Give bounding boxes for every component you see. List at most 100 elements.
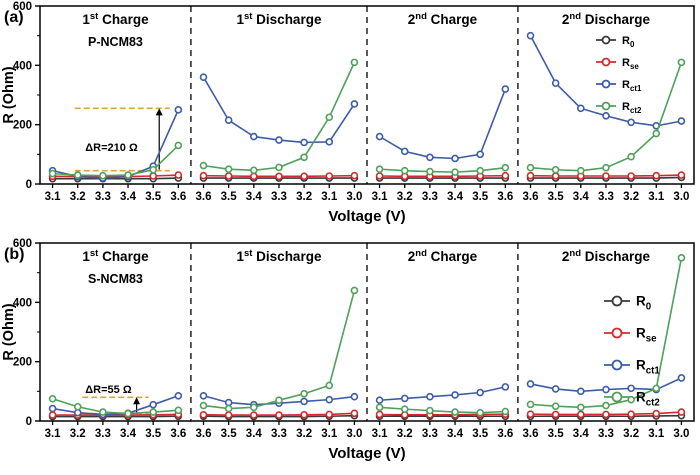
data-point-Rse: [501, 171, 510, 180]
series-Rct2: [199, 58, 359, 175]
x-tick-label: 3.5: [548, 428, 565, 440]
x-axis-title: Voltage (V): [328, 445, 405, 462]
y-axis-title: R (Ohm): [1, 66, 17, 123]
y-axis: 0 200 400 600: [13, 1, 40, 191]
data-point-Rct1: [250, 132, 258, 141]
segment-title: 2nd Discharge: [562, 11, 651, 27]
data-point-Rct1: [677, 117, 686, 125]
data-point-Rct2: [174, 406, 183, 415]
x-tick-label: 3.4: [120, 191, 137, 203]
x-tick-label: 3.4: [246, 191, 263, 203]
x-tick-label: 3.2: [623, 428, 639, 440]
data-point-Rct2: [300, 389, 308, 398]
x-tick-label: 3.2: [397, 191, 413, 203]
data-point-Rct2: [602, 163, 610, 172]
data-point-Rct1: [199, 391, 208, 400]
data-point-Rct1: [48, 404, 57, 413]
data-point-Rct2: [627, 152, 635, 161]
legend-marker-circle: [611, 327, 623, 339]
x-tick-label: 3.6: [170, 428, 186, 440]
x-tick-label: 3.3: [95, 428, 111, 440]
data-point-Rse: [627, 172, 635, 180]
data-point-Rct2: [73, 171, 82, 179]
data-point-Rse: [375, 410, 384, 419]
data-point-Rct1: [325, 395, 334, 404]
panel-label: (a): [4, 9, 24, 26]
series-Rct2: [48, 141, 183, 180]
x-tick-label: 3.1: [321, 191, 338, 203]
annotation-text: ΔR=210 Ω: [85, 142, 138, 154]
data-point-Rct1: [627, 118, 635, 127]
series-Rct1: [526, 31, 686, 130]
legend-marker-circle: [601, 57, 611, 67]
data-point-Rse: [526, 410, 535, 418]
legend-entry-label: R0: [622, 35, 635, 49]
series-Rct1: [375, 383, 510, 405]
x-tick-label: 3.4: [447, 428, 464, 440]
x-tick-label: 3.3: [271, 428, 287, 440]
data-point-Rct2: [426, 167, 434, 176]
data-point-Rct2: [350, 58, 359, 67]
series-Rct2: [199, 286, 359, 413]
series-Rct1: [199, 73, 359, 147]
data-point-Rct1: [224, 398, 233, 407]
y-tick-label: 200: [13, 357, 32, 369]
data-point-Rct2: [48, 394, 57, 403]
x-tick-label: 3.5: [221, 428, 238, 440]
legend-entry-label: Rct2: [622, 101, 642, 115]
data-point-Rct2: [275, 396, 283, 405]
legend-marker-circle: [601, 35, 611, 45]
data-point-Rct1: [149, 400, 157, 409]
legend: R0 Rse Rct1 Rct2: [596, 35, 642, 115]
data-point-Rct2: [350, 286, 359, 295]
x-axis-segment: 3.1 3.2 3.3 3.4 3.5 3.6: [372, 184, 513, 203]
legend-entry-label: Rct2: [636, 390, 660, 409]
data-point-Rct1: [350, 100, 359, 108]
legend-entry-label: Rse: [636, 326, 657, 345]
x-tick-label: 3.1: [648, 428, 665, 440]
segment-title: 1st Charge: [82, 11, 149, 27]
series-Rct1: [526, 374, 686, 396]
data-point-Rct2: [174, 141, 183, 150]
data-point-Rse: [677, 171, 686, 179]
data-point-Rct1: [375, 396, 384, 405]
legend-marker-circle: [611, 295, 623, 307]
x-axis-segment: 3.6 3.5 3.4 3.3 3.2 3.1 3.0: [196, 421, 362, 440]
segment-title: 1st Discharge: [236, 248, 321, 264]
x-tick-label: 3.4: [573, 428, 590, 440]
data-point-Rse: [149, 172, 157, 180]
x-tick-label: 3.6: [170, 191, 186, 203]
x-tick-label: 3.1: [45, 428, 62, 440]
data-point-Rct2: [551, 165, 560, 174]
data-point-Rse: [602, 172, 610, 180]
data-point-Rct1: [426, 153, 434, 162]
data-point-Rct2: [577, 403, 585, 412]
data-point-Rct1: [426, 392, 434, 401]
x-axis-title: Voltage (V): [328, 208, 405, 225]
x-tick-label: 3.5: [145, 428, 162, 440]
data-point-Rct1: [174, 391, 183, 400]
data-point-Rct2: [124, 409, 132, 418]
data-point-Rct2: [99, 408, 107, 416]
x-tick-label: 3.0: [673, 428, 689, 440]
x-tick-label: 3.5: [472, 191, 489, 203]
y-tick-label: 200: [13, 120, 32, 132]
data-point-Rct1: [501, 383, 510, 391]
x-tick-label: 3.2: [70, 428, 86, 440]
data-point-Rct2: [551, 402, 560, 410]
series-Rse: [199, 171, 359, 181]
data-point-Rct2: [451, 168, 459, 176]
data-point-Rse: [602, 410, 610, 419]
data-point-Rct1: [375, 132, 384, 141]
segment-title: 2nd Charge: [408, 11, 478, 27]
data-point-Rse: [224, 172, 233, 180]
data-point-Rse: [375, 172, 384, 180]
data-point-Rse: [350, 409, 359, 418]
data-point-Rse: [224, 411, 233, 419]
data-point-Rse: [551, 172, 560, 180]
x-tick-label: 3.3: [422, 191, 438, 203]
data-point-Rct1: [577, 104, 585, 113]
data-point-Rse: [250, 411, 258, 419]
data-point-Rct2: [300, 153, 308, 162]
